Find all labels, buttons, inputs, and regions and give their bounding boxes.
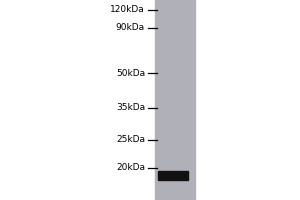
Bar bbox=[158, 170, 188, 180]
Text: 35kDa: 35kDa bbox=[116, 104, 145, 112]
Text: 25kDa: 25kDa bbox=[116, 136, 145, 144]
Text: 20kDa: 20kDa bbox=[116, 164, 145, 172]
Text: 90kDa: 90kDa bbox=[116, 23, 145, 32]
Text: 120kDa: 120kDa bbox=[110, 5, 145, 15]
Bar bbox=[155, 0, 195, 200]
Text: 50kDa: 50kDa bbox=[116, 68, 145, 77]
